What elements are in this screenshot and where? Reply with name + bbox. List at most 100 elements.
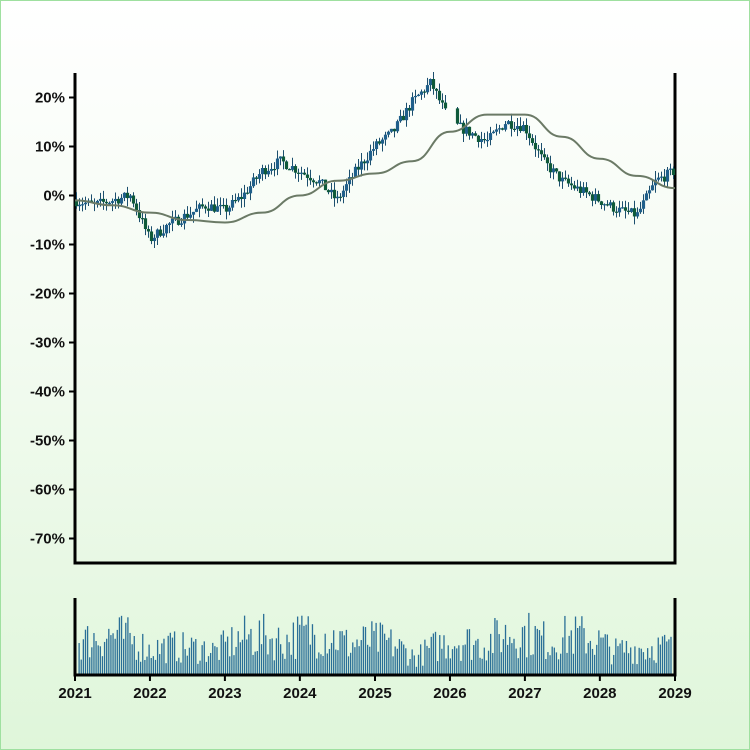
volume-bar (171, 637, 174, 674)
volume-bar (156, 639, 159, 674)
candle-body (206, 208, 211, 211)
volume-bar (301, 615, 303, 674)
volume-bar (241, 639, 244, 674)
candle-body (479, 139, 484, 142)
volume-bar (451, 649, 454, 674)
candle-body (332, 189, 337, 199)
volume-bar (180, 662, 182, 674)
volume-bar (553, 647, 555, 674)
candle-body (224, 204, 229, 212)
candle-body (434, 88, 439, 91)
volume-bar (326, 653, 328, 674)
candle-body (230, 199, 235, 208)
candle-body (155, 229, 160, 238)
volume-bar (133, 636, 135, 674)
volume-bar (585, 653, 587, 674)
volume-bar (282, 653, 284, 674)
candle-body (470, 133, 475, 136)
y-tick-label: -30% (30, 335, 65, 352)
volume-bar (398, 639, 401, 674)
candle-body (383, 134, 388, 140)
candle-body (374, 141, 379, 150)
volume-bar (506, 644, 509, 674)
volume-bar (422, 665, 424, 674)
volume-bar (218, 659, 220, 674)
candle-body (602, 204, 607, 206)
volume-bar (318, 652, 320, 674)
candle-body (326, 190, 331, 193)
volume-bar (207, 656, 210, 674)
candle-body (572, 185, 577, 189)
volume-bar (394, 646, 396, 674)
candle-body (179, 223, 184, 225)
volume-bar (479, 657, 481, 674)
volume-bar (333, 630, 335, 674)
volume-bar (360, 640, 362, 674)
candle-body (191, 211, 196, 215)
candle-body (359, 161, 364, 170)
volume-bar (593, 654, 596, 674)
candle-body (563, 177, 568, 179)
volume-bar (358, 646, 360, 674)
candle-body (671, 168, 676, 176)
candle-body (668, 168, 673, 170)
candle-body (98, 198, 103, 201)
candle-body (377, 141, 382, 144)
candle-body (317, 180, 322, 184)
volume-bar (322, 655, 324, 674)
volume-bar (657, 637, 659, 674)
candle-body (515, 126, 520, 130)
volume-bar (279, 644, 282, 674)
candle-body (152, 237, 157, 242)
candle-body (395, 121, 400, 132)
candle-body (236, 196, 241, 201)
volume-bar (415, 666, 418, 674)
volume-bar (273, 660, 275, 674)
candle-body (596, 194, 601, 202)
candle-body (443, 102, 448, 109)
candle-body (116, 198, 121, 204)
volume-bar (345, 629, 348, 674)
volume-bar (403, 644, 405, 674)
volume-bar (487, 650, 490, 674)
volume-bar (203, 641, 205, 674)
volume-bar (233, 655, 235, 674)
volume-bar (135, 659, 138, 674)
volume-bar (305, 624, 307, 674)
candle-body (656, 177, 661, 180)
candle-body (632, 208, 637, 217)
volume-bar (303, 625, 305, 674)
volume-bar (526, 657, 528, 674)
x-tick-label: 2021 (58, 685, 91, 702)
x-tick-label: 2027 (508, 685, 541, 702)
candle-body (548, 163, 553, 173)
volume-bar (530, 655, 532, 674)
volume-bar (195, 639, 197, 674)
volume-bar (532, 654, 534, 674)
volume-bar (572, 653, 575, 674)
x-tick-label: 2024 (283, 685, 317, 702)
candle-body (638, 208, 643, 213)
volume-bar (222, 630, 225, 674)
volume-bar (184, 649, 186, 674)
volume-bar (110, 635, 112, 674)
volume-bar (116, 629, 118, 674)
volume-bar (460, 660, 462, 674)
volume-bar (246, 639, 248, 674)
volume-bar (93, 633, 95, 674)
candle-body (416, 94, 421, 96)
volume-bar (366, 644, 369, 674)
volume-bar (538, 630, 541, 674)
volume-bars (78, 612, 672, 674)
candle-body (107, 202, 112, 205)
candle-body (626, 210, 631, 212)
candle-body (482, 139, 487, 141)
candle-body (323, 179, 328, 191)
volume-bar (627, 653, 630, 674)
volume-bar (640, 648, 642, 674)
volume-bar (324, 633, 326, 674)
x-axis-ticks: 2021 2022 2023 2024 2025 2026 2027 2028 2029 (58, 675, 692, 702)
volume-bar (549, 655, 551, 674)
x-tick-label: 2029 (658, 685, 691, 702)
candle-body (269, 168, 274, 171)
